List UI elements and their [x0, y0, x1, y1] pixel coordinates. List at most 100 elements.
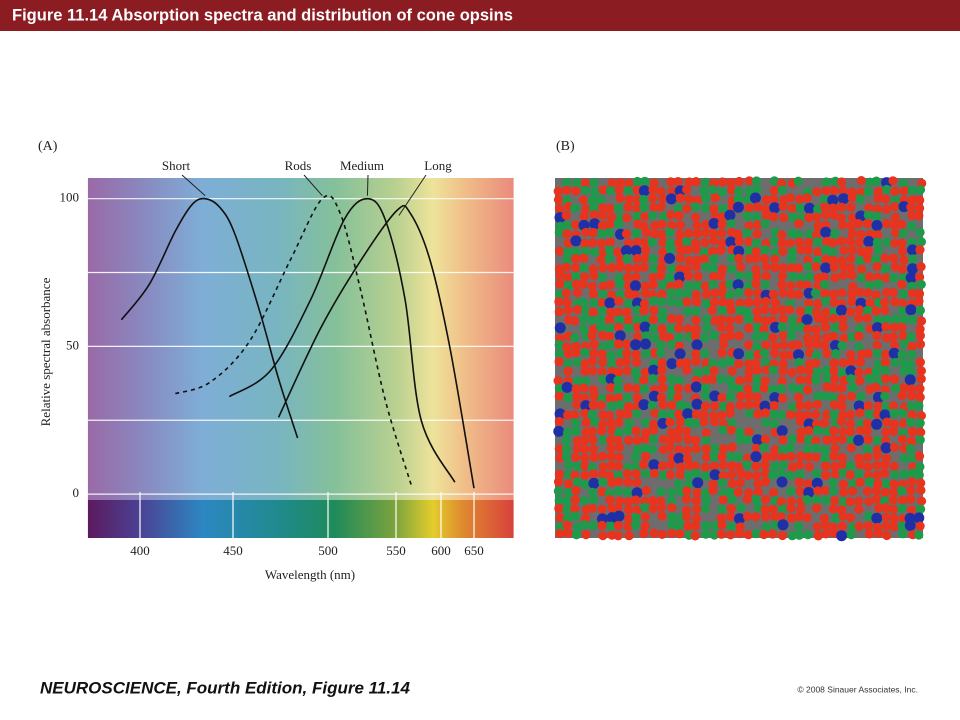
cone-cell [727, 494, 737, 504]
cone-cell [769, 236, 779, 246]
cone-cell [716, 314, 726, 324]
cone-cell [692, 229, 702, 239]
cone-cell [813, 204, 823, 214]
cone-cell [562, 229, 572, 239]
cone-cell [725, 408, 735, 418]
cone-cell [915, 357, 926, 367]
cone-cell [743, 194, 753, 204]
cone-cell [744, 203, 754, 213]
cone-cell [847, 357, 857, 367]
cone-cell [743, 530, 754, 540]
cone-cell [597, 426, 607, 436]
cone-cell [829, 313, 839, 323]
cone-cell [664, 273, 674, 283]
cone-cell [891, 383, 901, 393]
cone-cell [770, 520, 780, 530]
cone-cell [596, 322, 606, 332]
cone-cell [914, 296, 924, 306]
cone-cell [640, 468, 651, 479]
cone-cell [856, 391, 866, 401]
cone-cell [690, 521, 701, 531]
cone-cell [845, 461, 856, 471]
cone-cell [819, 280, 830, 290]
cone-cell [649, 202, 659, 213]
cone-cell [776, 425, 788, 437]
cone-cell [587, 503, 597, 513]
cone-cell [829, 409, 839, 419]
cone-cell [863, 218, 873, 229]
cone-cell [862, 313, 873, 323]
cone-cell [605, 237, 615, 247]
cone-cell [768, 451, 778, 461]
cone-cell [742, 228, 752, 238]
cone-cell [855, 357, 866, 367]
cone-cell [787, 203, 797, 213]
cone-cell [735, 400, 745, 410]
cone-cell [690, 212, 701, 222]
cone-cell [915, 245, 925, 255]
cone-cell [853, 219, 864, 229]
cone-cell [863, 246, 874, 256]
x-tick-label: 450 [223, 543, 243, 558]
cone-cell [555, 528, 565, 539]
cone-cell [908, 195, 918, 205]
cone-cell [855, 376, 865, 386]
cone-cell [682, 297, 692, 307]
cone-cell [666, 409, 676, 419]
cone-cell [838, 270, 848, 280]
cone-cell [872, 436, 882, 446]
cone-cell [554, 495, 564, 506]
cone-cell [829, 434, 839, 445]
cone-cell [803, 530, 813, 540]
cone-cell [657, 229, 667, 239]
cone-cell [735, 478, 746, 488]
cone-cell [828, 255, 838, 265]
cone-cell [736, 502, 746, 513]
cone-cell [588, 520, 598, 531]
cone-cell [828, 477, 838, 487]
cone-cell [561, 288, 571, 298]
cone-cell [579, 444, 590, 454]
cone-cell [620, 245, 632, 257]
cone-cell [890, 201, 900, 212]
cone-cell [761, 271, 771, 281]
cone-cell [726, 178, 736, 188]
cone-cell [563, 393, 573, 403]
cone-cell [716, 245, 726, 255]
cone-cell [589, 298, 599, 308]
cone-cell [821, 470, 831, 480]
cone-cell [744, 297, 754, 307]
cone-cell [751, 529, 761, 539]
cone-cell [846, 307, 856, 317]
cone-cell [890, 212, 900, 222]
cone-cell [874, 245, 884, 255]
cone-cell [751, 254, 761, 264]
cone-cell [631, 461, 642, 471]
cone-cell [657, 289, 667, 299]
cone-cell [742, 211, 753, 221]
cone-cell [598, 289, 608, 299]
cone-cell [658, 400, 668, 410]
cone-cell [734, 452, 744, 462]
cone-cell [674, 323, 684, 333]
cone-cell [648, 280, 658, 290]
cone-cell [699, 417, 709, 427]
cone-cell [700, 471, 710, 481]
cone-cell [630, 245, 642, 257]
cone-cell [563, 528, 573, 538]
cone-cell [872, 494, 882, 504]
cone-cell [604, 297, 616, 309]
cone-cell [897, 279, 907, 289]
cone-cell [614, 219, 624, 229]
cone-cell [881, 273, 892, 283]
cone-cell [631, 487, 643, 499]
cone-cell [596, 238, 606, 248]
cone-cell [649, 305, 659, 315]
cone-cell [580, 408, 590, 418]
cone-cell [614, 296, 624, 306]
cone-cell [881, 521, 891, 531]
cone-cell [572, 357, 583, 367]
cone-cell [837, 288, 847, 298]
cone-cell [846, 221, 857, 231]
